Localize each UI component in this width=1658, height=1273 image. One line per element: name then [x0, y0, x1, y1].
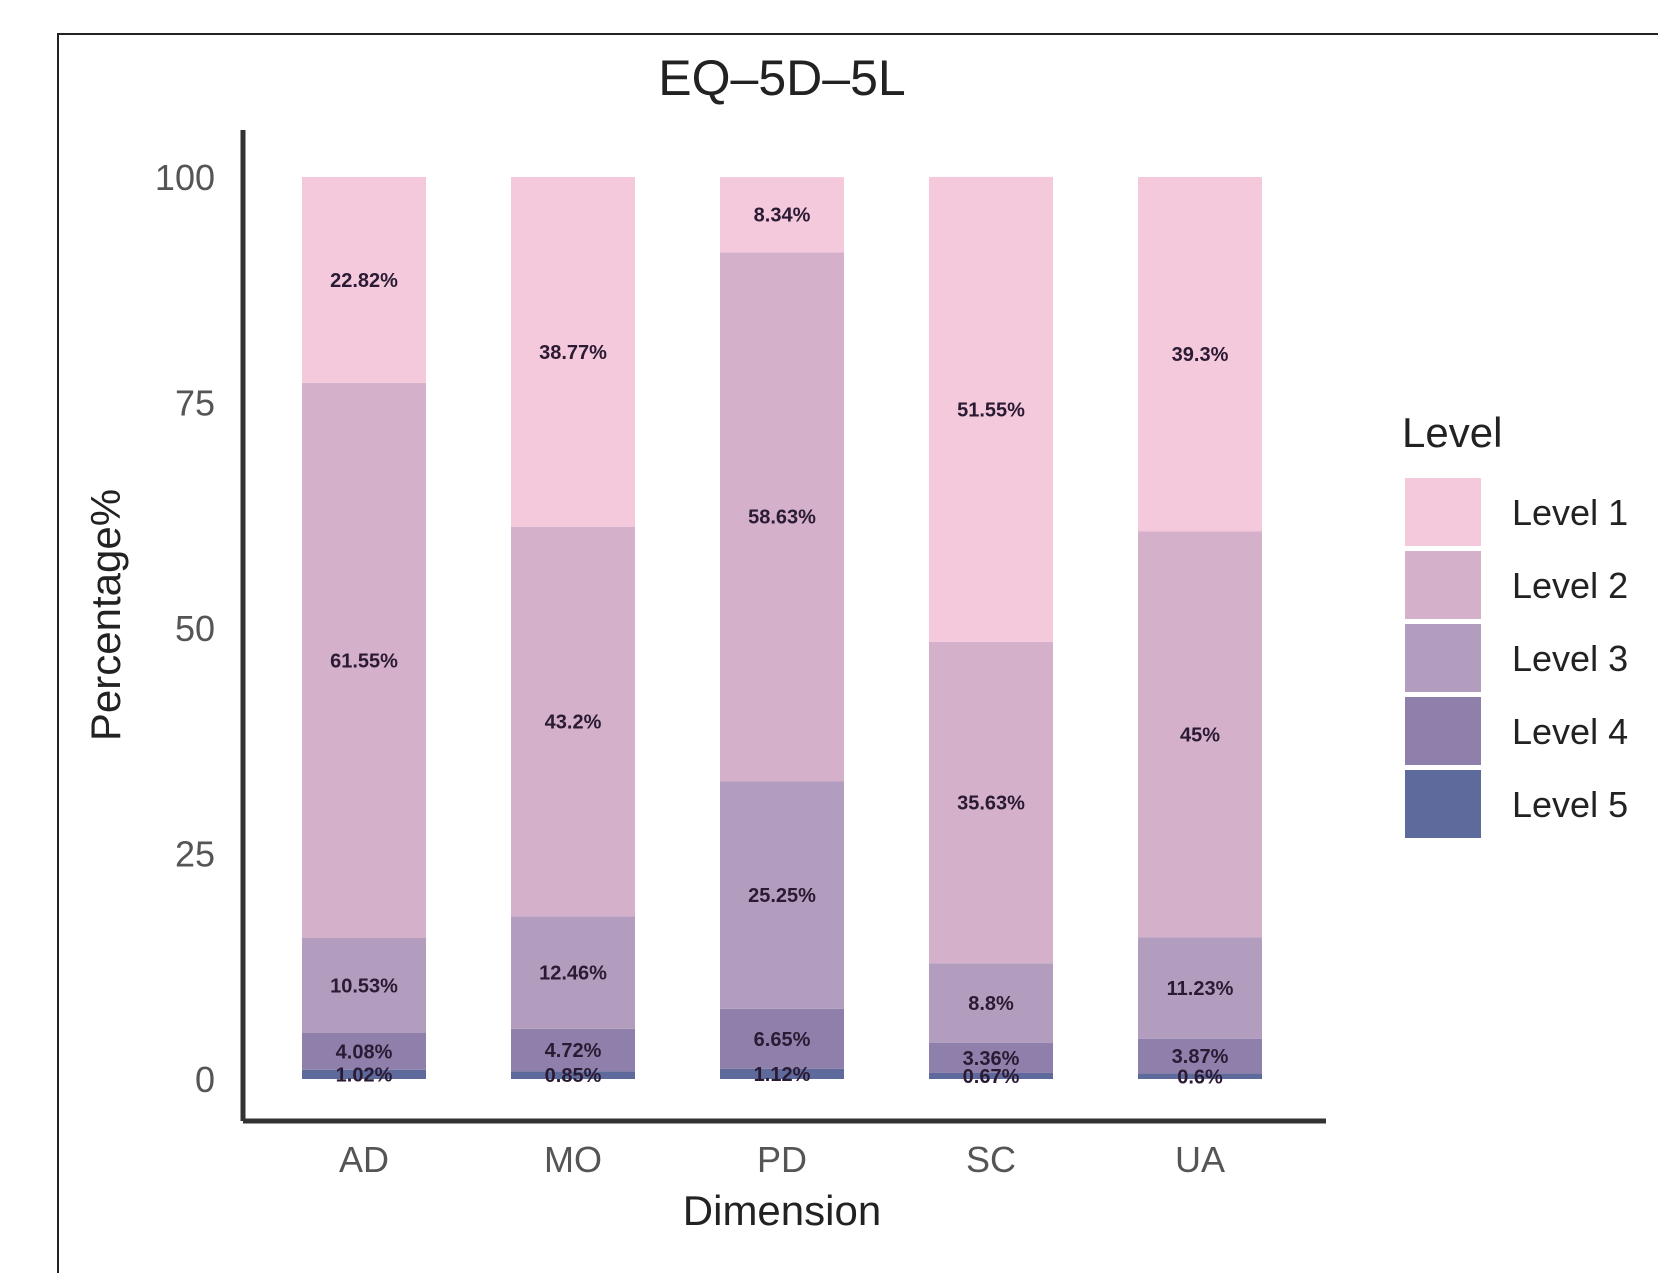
bar-segment	[720, 781, 844, 1009]
data-label: 12.46%	[539, 963, 607, 985]
data-label: 35.63%	[957, 793, 1025, 815]
bar-segment	[511, 177, 635, 527]
data-label: 4.08%	[336, 1041, 393, 1063]
bar-segment	[720, 177, 844, 253]
bar-segment	[929, 1042, 1053, 1073]
legend-label: Level 4	[1512, 711, 1628, 752]
x-tick-label: SC	[966, 1139, 1016, 1180]
bar-segment	[929, 176, 1053, 642]
bar-segment	[929, 1072, 1053, 1079]
bar-segment	[1138, 937, 1262, 1039]
data-label: 39.3%	[1172, 344, 1229, 366]
bar-segment	[1138, 531, 1262, 938]
data-label: 8.34%	[754, 205, 811, 227]
data-label: 38.77%	[539, 342, 607, 364]
bar-segment	[1138, 177, 1262, 532]
bar-segment	[511, 1071, 635, 1079]
figure-frame	[57, 33, 1658, 1273]
x-axis-label: Dimension	[683, 1187, 881, 1234]
bar-segment	[929, 641, 1053, 964]
bar-segment	[302, 1032, 426, 1070]
data-label: 3.87%	[1172, 1046, 1229, 1068]
x-tick-label: UA	[1175, 1139, 1225, 1180]
legend: Level Level 1 Level 2 Level 3 Level 4 Level …	[1402, 409, 1628, 838]
bar-segment	[511, 916, 635, 1029]
y-axis-label: Percentage%	[82, 489, 129, 741]
legend-label: Level 2	[1512, 565, 1628, 606]
legend-label: Level 5	[1512, 784, 1628, 825]
x-tick-label: PD	[757, 1139, 807, 1180]
bar-segment	[302, 382, 426, 939]
data-label: 58.63%	[748, 507, 816, 529]
legend-key	[1405, 770, 1481, 838]
legend-key	[1405, 624, 1481, 692]
data-label: 45%	[1180, 724, 1220, 746]
data-label: 4.72%	[545, 1040, 602, 1062]
bar-segment	[511, 526, 635, 917]
bar-segment	[302, 177, 426, 383]
data-label: 3.36%	[963, 1048, 1020, 1070]
x-tick-label: MO	[544, 1139, 602, 1180]
bar-segment	[1138, 1073, 1262, 1079]
y-tick-label: 50	[175, 608, 215, 649]
x-tick-label: AD	[339, 1139, 389, 1180]
data-label: 43.2%	[545, 712, 602, 734]
y-tick-label: 100	[155, 157, 215, 198]
legend-key	[1405, 697, 1481, 765]
data-label: 6.65%	[754, 1029, 811, 1051]
data-label: 51.55%	[957, 399, 1025, 421]
data-label: 1.02%	[336, 1064, 393, 1086]
legend-title: Level	[1402, 409, 1502, 456]
bar-segment	[302, 1069, 426, 1079]
data-label: 0.67%	[963, 1066, 1020, 1088]
data-label: 0.6%	[1177, 1066, 1223, 1088]
bar-segment	[302, 938, 426, 1033]
data-label: 22.82%	[330, 270, 398, 292]
bar-segment	[929, 963, 1053, 1043]
data-label: 0.85%	[545, 1065, 602, 1087]
bar-segment	[511, 1028, 635, 1072]
data-label: 8.8%	[968, 993, 1014, 1015]
legend-key	[1405, 551, 1481, 619]
legend-key	[1405, 478, 1481, 546]
stacked-bar-chart: EQ–5D–5L Percentage% Dimension 0 25 50 75 10…	[82, 50, 1628, 1234]
bar-segment	[720, 1008, 844, 1069]
data-label: 11.23%	[1167, 978, 1234, 1000]
plot-area: 0 25 50 75 100 22.82% 61.55% 10.53% 4.08%1.02% AD…	[155, 130, 1326, 1180]
legend-label: Level 1	[1512, 492, 1628, 533]
data-label: 10.53%	[330, 976, 398, 998]
bar-segment	[720, 1068, 844, 1079]
bar-segment	[720, 252, 844, 782]
y-tick-label: 0	[195, 1059, 215, 1100]
data-label: 1.12%	[754, 1064, 811, 1086]
legend-label: Level 3	[1512, 638, 1628, 679]
y-tick-label: 75	[175, 383, 215, 424]
data-label: 61.55%	[330, 650, 398, 672]
bar-segment	[1138, 1038, 1262, 1074]
chart-title: EQ–5D–5L	[658, 50, 905, 106]
y-tick-label: 25	[175, 834, 215, 875]
data-label: 25.25%	[748, 885, 816, 907]
